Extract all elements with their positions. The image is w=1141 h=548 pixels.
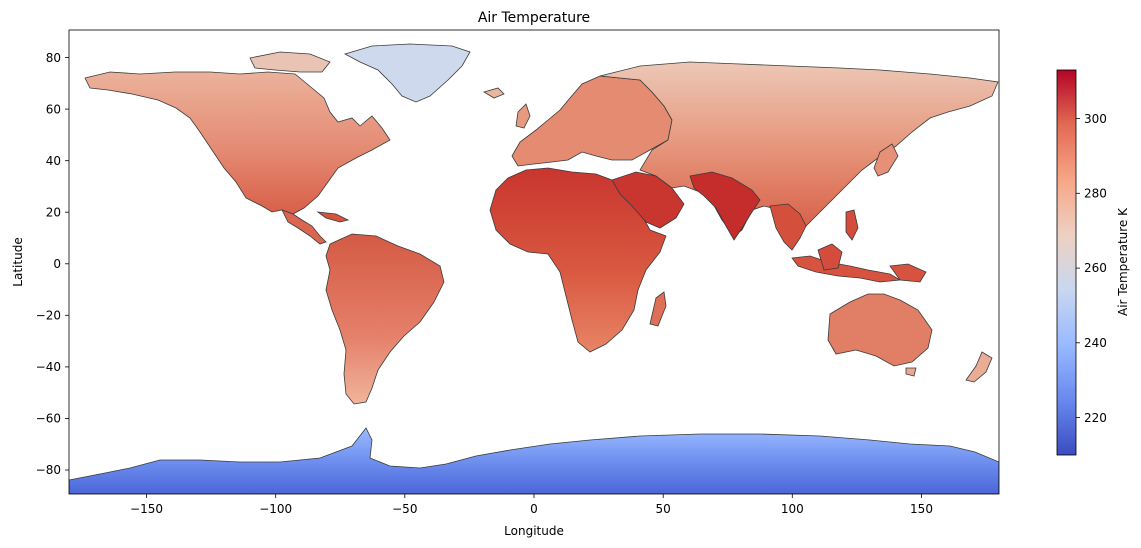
y-tick-label: 20 <box>46 206 61 220</box>
land-australia <box>827 293 933 367</box>
x-tick-label: 100 <box>781 502 804 516</box>
y-tick: −60 <box>36 412 69 426</box>
plot-area <box>68 29 1000 495</box>
colorbar-tick: 280 <box>1076 187 1107 201</box>
y-tick-label: −60 <box>36 412 61 426</box>
colorbar-tick: 220 <box>1076 411 1107 425</box>
land-arctic-islands <box>249 51 331 73</box>
x-tick: 0 <box>530 494 538 516</box>
land-iceland <box>483 87 505 99</box>
colorbar-tick-label: 300 <box>1084 112 1107 126</box>
colorbar-gradient <box>1056 69 1077 456</box>
x-tick: 150 <box>910 494 933 516</box>
land-masses <box>69 43 999 494</box>
land-philippines <box>845 209 859 241</box>
x-tick: 50 <box>656 494 671 516</box>
y-axis: 80 60 40 20 0 −20 −40 −60 <box>11 51 69 477</box>
x-tick: 100 <box>781 494 804 516</box>
land-north-america <box>84 71 391 215</box>
y-tick: −20 <box>36 309 69 323</box>
x-tick: −100 <box>259 494 292 516</box>
land-new-guinea <box>889 263 927 283</box>
chart-title: Air Temperature <box>478 10 590 26</box>
x-tick: −150 <box>130 494 163 516</box>
x-tick-label: 50 <box>656 502 671 516</box>
x-axis: −150 −100 −50 0 50 100 150 Longitude <box>130 494 933 538</box>
y-tick-label: 40 <box>46 154 61 168</box>
colorbar-tick: 240 <box>1076 336 1107 350</box>
y-tick-label: 0 <box>53 257 61 271</box>
x-axis-label: Longitude <box>504 524 564 538</box>
colorbar-label: Air Temperature K <box>1116 207 1130 316</box>
y-tick: 0 <box>53 257 69 271</box>
y-tick: −80 <box>36 463 69 477</box>
y-tick-label: −40 <box>36 360 61 374</box>
y-tick: 80 <box>46 51 69 65</box>
colorbar: 220 240 260 280 300 Air Temperature K <box>1056 69 1130 456</box>
land-south-america <box>325 233 445 405</box>
land-central-america <box>281 209 327 245</box>
land-antarctica <box>69 427 999 494</box>
land-madagascar <box>649 291 667 327</box>
colorbar-tick-label: 260 <box>1084 261 1107 275</box>
land-japan <box>873 143 899 177</box>
y-tick-label: −80 <box>36 463 61 477</box>
land-africa <box>489 167 667 353</box>
land-tasmania <box>905 367 917 377</box>
colorbar-tick-label: 280 <box>1084 187 1107 201</box>
y-tick: −40 <box>36 360 69 374</box>
land-greenland <box>343 43 471 103</box>
land-indochina <box>769 203 807 251</box>
land-britain <box>515 103 531 129</box>
y-tick-label: 80 <box>46 51 61 65</box>
land-caribbean <box>316 211 350 223</box>
colorbar-tick: 260 <box>1076 261 1107 275</box>
x-tick-label: −100 <box>259 502 292 516</box>
colorbar-tick-label: 240 <box>1084 336 1107 350</box>
y-tick: 60 <box>46 103 69 117</box>
x-tick: −50 <box>392 494 417 516</box>
x-tick-label: 0 <box>530 502 538 516</box>
y-axis-label: Latitude <box>11 237 25 286</box>
x-tick-label: −150 <box>130 502 163 516</box>
colorbar-tick: 300 <box>1076 112 1107 126</box>
y-tick: 40 <box>46 154 69 168</box>
x-tick-label: −50 <box>392 502 417 516</box>
land-india <box>689 171 761 241</box>
land-new-zealand <box>965 351 993 383</box>
y-tick-label: −20 <box>36 309 61 323</box>
colorbar-tick-label: 220 <box>1084 411 1107 425</box>
x-tick-label: 150 <box>910 502 933 516</box>
y-tick-label: 60 <box>46 103 61 117</box>
y-tick: 20 <box>46 206 69 220</box>
land-borneo <box>817 243 843 271</box>
land-asia <box>599 61 999 237</box>
land-arabia <box>611 171 685 229</box>
